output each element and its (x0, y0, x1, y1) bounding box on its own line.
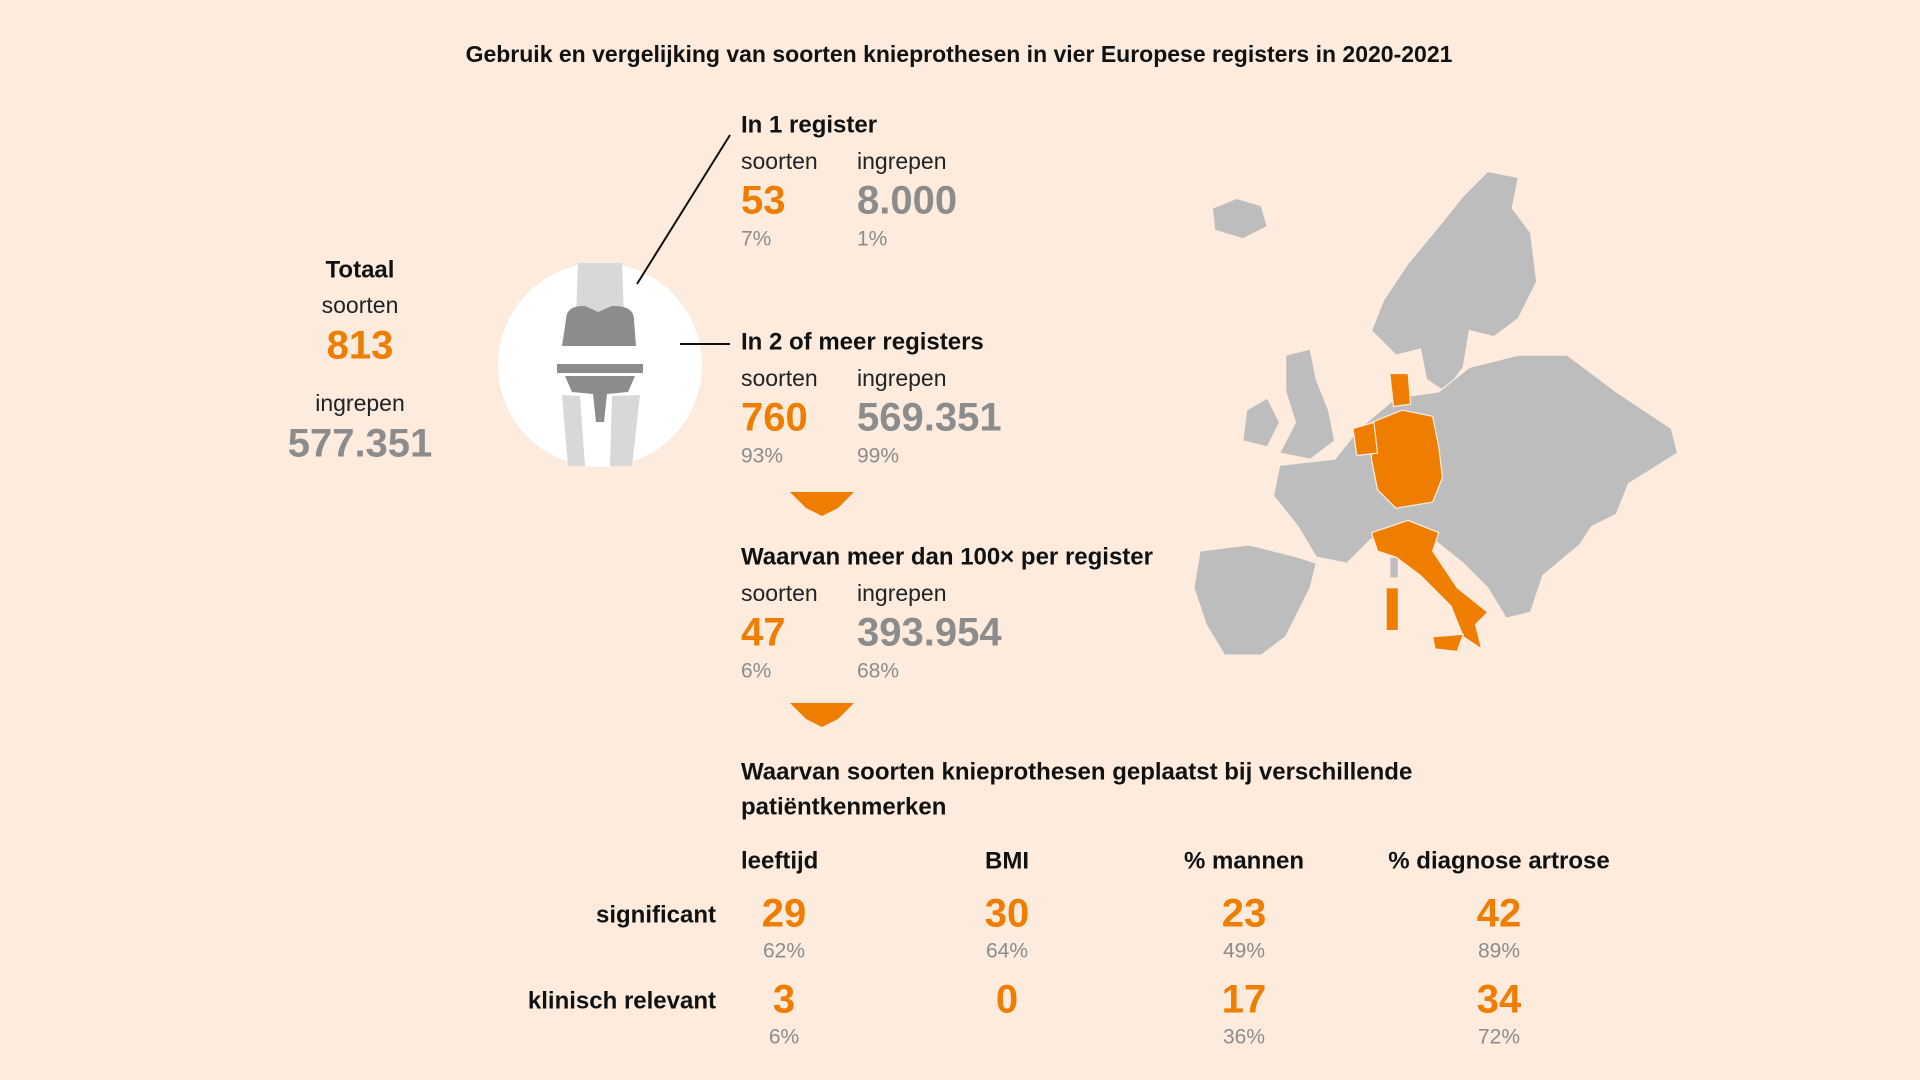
cell-value: 34 (1477, 978, 1522, 1022)
column-header: % diagnose artrose (1388, 847, 1609, 874)
procedures-label: ingrepen (857, 365, 947, 391)
cell-value: 23 (1222, 892, 1267, 936)
row-label: klinisch relevant (528, 987, 716, 1014)
total-types-label: soorten (322, 292, 399, 318)
row-label: significant (596, 901, 716, 928)
column-header: BMI (985, 847, 1029, 874)
cell-value: 29 (762, 892, 807, 936)
title: Gebruik en vergelijking van soorten knie… (466, 41, 1453, 67)
procedures-pct: 68% (857, 660, 899, 683)
types-label: soorten (741, 365, 818, 391)
types-pct: 7% (741, 228, 771, 251)
procedures-value: 569.351 (857, 396, 1002, 440)
cell-pct: 72% (1478, 1026, 1520, 1049)
total-heading: Totaal (326, 256, 395, 283)
total-procedures: 577.351 (288, 422, 433, 466)
types-value: 53 (741, 179, 786, 223)
column-header: % mannen (1184, 847, 1304, 874)
europe-map (1193, 170, 1679, 656)
procedures-label: ingrepen (857, 148, 947, 174)
cell-pct: 36% (1223, 1026, 1265, 1049)
cell-pct: 6% (769, 1026, 799, 1049)
cell-value: 17 (1222, 978, 1267, 1022)
cell-value: 3 (773, 978, 795, 1022)
arrow (790, 492, 854, 516)
arrow (790, 703, 854, 727)
types-label: soorten (741, 580, 818, 606)
cell-pct: 62% (763, 940, 805, 963)
total-types: 813 (327, 324, 394, 368)
procedures-value: 393.954 (857, 611, 1002, 655)
knee-icon (498, 134, 731, 467)
types-label: soorten (741, 148, 818, 174)
cell-value: 30 (985, 892, 1030, 936)
cell-value: 0 (996, 978, 1018, 1022)
cell-pct: 64% (986, 940, 1028, 963)
characteristics-heading: patiëntkenmerken (741, 793, 946, 820)
total-procedures-label: ingrepen (315, 390, 405, 416)
procedures-value: 8.000 (857, 179, 957, 223)
types-value: 760 (741, 396, 808, 440)
characteristics-heading: Waarvan soorten knieprothesen geplaatst … (741, 758, 1412, 785)
types-value: 47 (741, 611, 786, 655)
section-heading: Waarvan meer dan 100× per register (741, 543, 1153, 570)
cell-pct: 49% (1223, 940, 1265, 963)
cell-pct: 89% (1478, 940, 1520, 963)
types-pct: 93% (741, 445, 783, 468)
procedures-pct: 99% (857, 445, 899, 468)
section-heading: In 1 register (741, 111, 877, 138)
section-heading: In 2 of meer registers (741, 328, 984, 355)
procedures-pct: 1% (857, 228, 887, 251)
procedures-label: ingrepen (857, 580, 947, 606)
column-header: leeftijd (741, 847, 818, 874)
cell-value: 42 (1477, 892, 1522, 936)
types-pct: 6% (741, 660, 771, 683)
